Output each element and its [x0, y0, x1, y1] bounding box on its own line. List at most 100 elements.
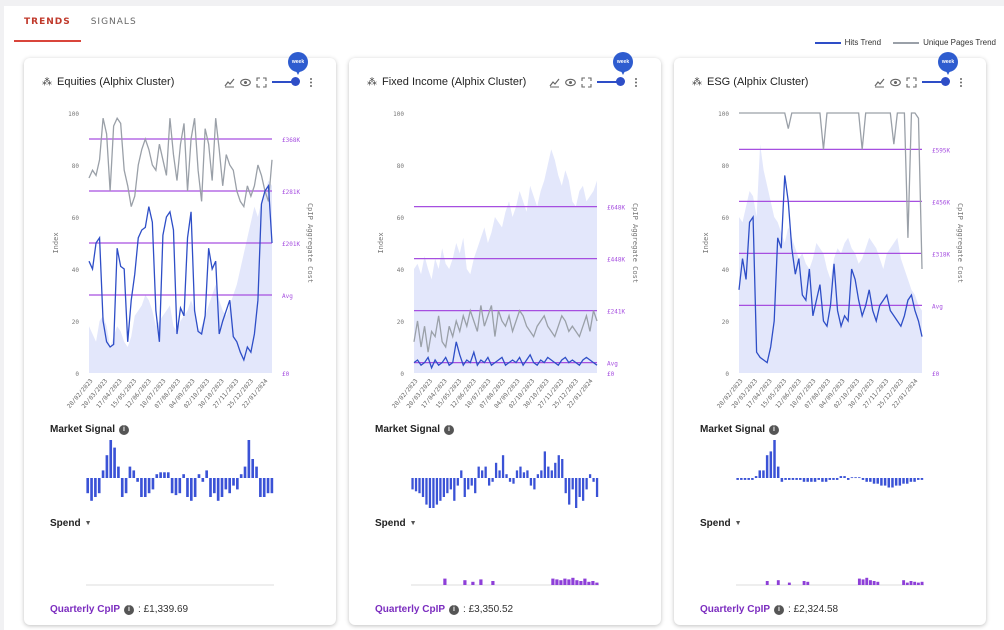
signal-bar — [536, 474, 540, 478]
week-pin[interactable]: week — [613, 52, 633, 78]
signal-bar — [197, 474, 201, 478]
signal-bar — [128, 466, 132, 478]
trend-chart: 0 20 40 60 80 100 Index CpIP Aggregate Cost £648… — [377, 111, 639, 410]
signal-bar — [824, 478, 828, 482]
cluster-icon: ⁂ — [367, 76, 377, 88]
signal-bar — [463, 478, 466, 497]
spend-bar — [591, 581, 595, 585]
signal-bar — [442, 478, 446, 497]
info-icon[interactable]: i — [449, 604, 460, 615]
spend-bar — [905, 582, 909, 585]
legend-hits[interactable]: Hits Trend — [814, 38, 881, 47]
signal-bar — [446, 478, 449, 494]
spend-bar — [902, 580, 906, 585]
spend-bar — [861, 579, 865, 585]
tab-trends[interactable]: TRENDS — [14, 16, 81, 42]
info-icon[interactable]: i — [774, 604, 785, 615]
week-slider[interactable] — [597, 76, 625, 88]
legend-unique-pages[interactable]: Unique Pages Trend — [893, 38, 996, 47]
signal-bar — [754, 476, 758, 478]
week-slider[interactable] — [922, 76, 950, 88]
info-icon[interactable]: i — [444, 424, 455, 435]
y-tick-label: 80 — [722, 163, 730, 170]
spend-bar — [559, 580, 563, 585]
line-chart-icon[interactable] — [549, 77, 560, 88]
spend-chart — [86, 584, 274, 586]
chart-legend: Hits Trend Unique Pages Trend — [814, 38, 996, 47]
info-icon[interactable]: i — [124, 604, 135, 615]
signal-bar — [547, 466, 550, 478]
info-icon[interactable]: i — [769, 424, 780, 435]
signal-bar — [487, 478, 491, 486]
spend-bar — [463, 580, 467, 585]
fullscreen-icon[interactable] — [256, 76, 267, 88]
spend-header[interactable]: Spend ▼ — [50, 518, 92, 529]
market-signal-chart — [736, 440, 924, 488]
info-icon[interactable]: i — [119, 424, 130, 435]
fullscreen-icon[interactable] — [581, 76, 592, 88]
card-header: ⁂ ESG (Alphix Cluster) — [692, 76, 808, 88]
slider-knob[interactable] — [941, 77, 950, 86]
spend-label: Spend — [50, 518, 81, 529]
signal-bar — [585, 478, 588, 490]
more-options-icon[interactable] — [955, 77, 966, 88]
signal-bar — [773, 440, 776, 478]
spend-bar — [555, 579, 559, 585]
y-tick-label: 100 — [718, 111, 729, 118]
reference-label: Avg — [607, 361, 618, 368]
card-esg: week ⁂ ESG (Alphix Cluster) 0 20 40 60 80 100… — [674, 52, 986, 625]
week-pin[interactable]: week — [938, 52, 958, 78]
spend-label: Spend — [700, 518, 731, 529]
signal-bar — [120, 478, 124, 497]
hits-line — [413, 341, 598, 370]
card-tools — [224, 76, 316, 88]
signal-bar — [795, 478, 798, 480]
signal-bar — [117, 466, 120, 478]
slider-knob[interactable] — [616, 77, 625, 86]
y-tick-label: 80 — [72, 163, 80, 170]
line-chart-icon[interactable] — [224, 77, 235, 88]
card-tools — [874, 76, 966, 88]
more-options-icon[interactable] — [630, 77, 641, 88]
slider-track — [922, 81, 946, 83]
signal-bar — [259, 478, 262, 497]
signal-bar — [163, 472, 166, 478]
signal-bar — [251, 459, 255, 478]
fullscreen-icon[interactable] — [906, 76, 917, 88]
spend-header[interactable]: Spend ▼ — [700, 518, 742, 529]
signal-bar — [769, 451, 773, 478]
signal-bar — [515, 470, 519, 478]
week-slider[interactable] — [272, 76, 300, 88]
eye-icon[interactable] — [565, 77, 576, 88]
signal-bar — [898, 478, 902, 486]
reference-label: £595K — [932, 147, 950, 154]
signal-bar — [425, 478, 428, 505]
reference-label: £0 — [282, 371, 290, 378]
signal-bar — [810, 478, 813, 482]
y-axis-label: Index — [702, 232, 710, 253]
page: TRENDS SIGNALS Hits Trend Unique Pages T… — [4, 6, 1004, 630]
reference-label: £448K — [607, 257, 625, 264]
signal-bar — [453, 478, 456, 501]
signal-bar — [439, 478, 442, 501]
week-pin[interactable]: week — [288, 52, 308, 78]
y-tick-label: 100 — [393, 111, 404, 118]
spend-header[interactable]: Spend ▼ — [375, 518, 417, 529]
slider-knob[interactable] — [291, 77, 300, 86]
card-header: ⁂ Fixed Income (Alphix Cluster) — [367, 76, 526, 88]
eye-icon[interactable] — [240, 77, 251, 88]
quarterly-cpip: Quarterly CpIP i : £2,324.58 — [700, 604, 838, 615]
signal-bar — [460, 470, 463, 478]
spend-bar — [802, 581, 806, 585]
signal-bar — [821, 478, 824, 482]
reference-label: Avg — [282, 293, 293, 300]
eye-icon[interactable] — [890, 77, 901, 88]
y2-axis-label: CpIP Aggregate Cost — [306, 203, 314, 283]
tab-signals[interactable]: SIGNALS — [90, 17, 137, 27]
signal-bar — [872, 478, 876, 484]
signal-bar — [182, 474, 185, 478]
signal-bar — [193, 478, 197, 497]
more-options-icon[interactable] — [305, 77, 316, 88]
signal-bar — [494, 462, 498, 478]
line-chart-icon[interactable] — [874, 77, 885, 88]
